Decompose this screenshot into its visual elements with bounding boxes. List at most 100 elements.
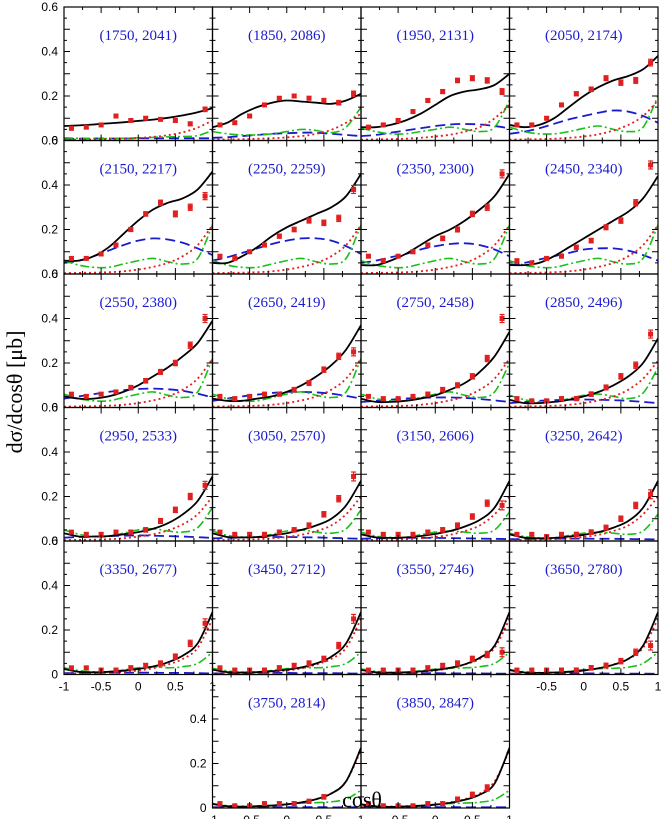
data-point [514, 258, 520, 264]
data-point [499, 500, 505, 511]
y-tick-label: 0.6 [41, 267, 58, 281]
y-tick-label: 0.4 [41, 312, 58, 326]
data-point [143, 527, 149, 533]
dotted-curve [361, 495, 510, 541]
data-point [68, 391, 74, 397]
data-point [321, 511, 327, 518]
data-point [128, 529, 134, 535]
panel-title: (2650, 2419) [248, 295, 326, 311]
panel-title: (2350, 2300) [397, 162, 475, 178]
data-point [291, 527, 297, 533]
panel: (3050, 2570) [211, 406, 362, 542]
data-point [410, 109, 416, 115]
y-tick-label: 0.4 [41, 445, 58, 459]
data-point [187, 341, 193, 349]
data-point [217, 665, 223, 671]
data-point [618, 217, 624, 224]
dashed-curve [212, 671, 361, 675]
data-point [158, 368, 164, 375]
data-point [633, 648, 639, 656]
dashed-curve [361, 123, 510, 137]
data-point [529, 122, 535, 128]
total-curve [361, 173, 510, 267]
data-point [410, 667, 416, 673]
data-point [558, 667, 564, 673]
data-point [469, 75, 475, 82]
x-tick-label: 1 [358, 813, 365, 819]
data-point [202, 191, 208, 201]
data-point [365, 253, 371, 259]
data-point [514, 396, 520, 402]
data-point [128, 117, 134, 123]
panel: (2650, 2419) [211, 273, 362, 409]
data-point [618, 79, 624, 86]
total-curve [212, 92, 361, 129]
panel-title: (1950, 2131) [397, 28, 475, 44]
data-point [261, 531, 267, 537]
data-point [514, 122, 520, 128]
y-tick-label: 0.4 [41, 579, 58, 593]
data-point [291, 386, 297, 393]
y-tick-label: 0 [51, 668, 58, 682]
data-point [276, 233, 282, 239]
y-tick-label: 0 [51, 267, 58, 281]
y-tick-label: 0.4 [190, 712, 207, 726]
data-point [351, 471, 357, 482]
data-point [648, 160, 654, 170]
data-point [291, 93, 297, 99]
y-tick-label: 0.6 [41, 401, 58, 415]
data-point [232, 120, 238, 126]
data-point [573, 395, 579, 402]
data-point [247, 393, 253, 399]
data-point [648, 640, 654, 651]
data-point [172, 653, 178, 660]
data-point [276, 95, 282, 101]
dashed-curve [64, 237, 213, 264]
data-point [291, 662, 297, 669]
data-point [499, 88, 505, 96]
data-point [395, 396, 401, 402]
data-point [217, 122, 223, 128]
dotted-curve [361, 749, 510, 808]
data-point [83, 665, 89, 671]
data-point [440, 527, 446, 533]
total-curve [361, 480, 510, 539]
dashed-curve [212, 237, 361, 262]
data-point [172, 359, 178, 367]
data-point [395, 117, 401, 123]
dashdot-curve [212, 509, 361, 539]
y-tick-label: 0.2 [190, 757, 207, 771]
data-point [68, 125, 74, 131]
y-tick-label: 0 [51, 534, 58, 548]
x-tick-label: 0 [135, 680, 142, 694]
data-point [351, 347, 357, 357]
panel-title: (1750, 2041) [100, 28, 178, 44]
panel: (3650, 2780) -0.5 0 0.5 1 [508, 540, 662, 694]
total-curve [64, 171, 213, 262]
dotted-curve [361, 358, 510, 408]
y-tick-label: 0 [51, 401, 58, 415]
data-point [455, 77, 461, 84]
data-point [232, 667, 238, 673]
panel: (3750, 2814) 0 0.2 0.4 -1 -0.5 0 0.5 1 [190, 673, 365, 819]
data-point [68, 529, 74, 535]
total-curve [212, 324, 361, 402]
panel-title: (3050, 2570) [248, 429, 326, 445]
data-point [633, 501, 639, 510]
dashdot-curve [212, 224, 361, 269]
data-point [529, 398, 535, 404]
data-point [380, 667, 386, 673]
data-point [172, 506, 178, 514]
data-point [321, 97, 327, 104]
panel-title: (3150, 2606) [397, 429, 475, 445]
dashdot-curve [64, 224, 213, 269]
data-point [410, 803, 416, 808]
data-point [291, 226, 297, 233]
data-point [276, 391, 282, 397]
data-point [143, 377, 149, 384]
total-curve [509, 338, 658, 405]
x-tick-label: -0.5 [91, 680, 112, 694]
data-point [558, 253, 564, 259]
total-curve [509, 175, 658, 267]
x-tick-label: 0.5 [613, 680, 630, 694]
